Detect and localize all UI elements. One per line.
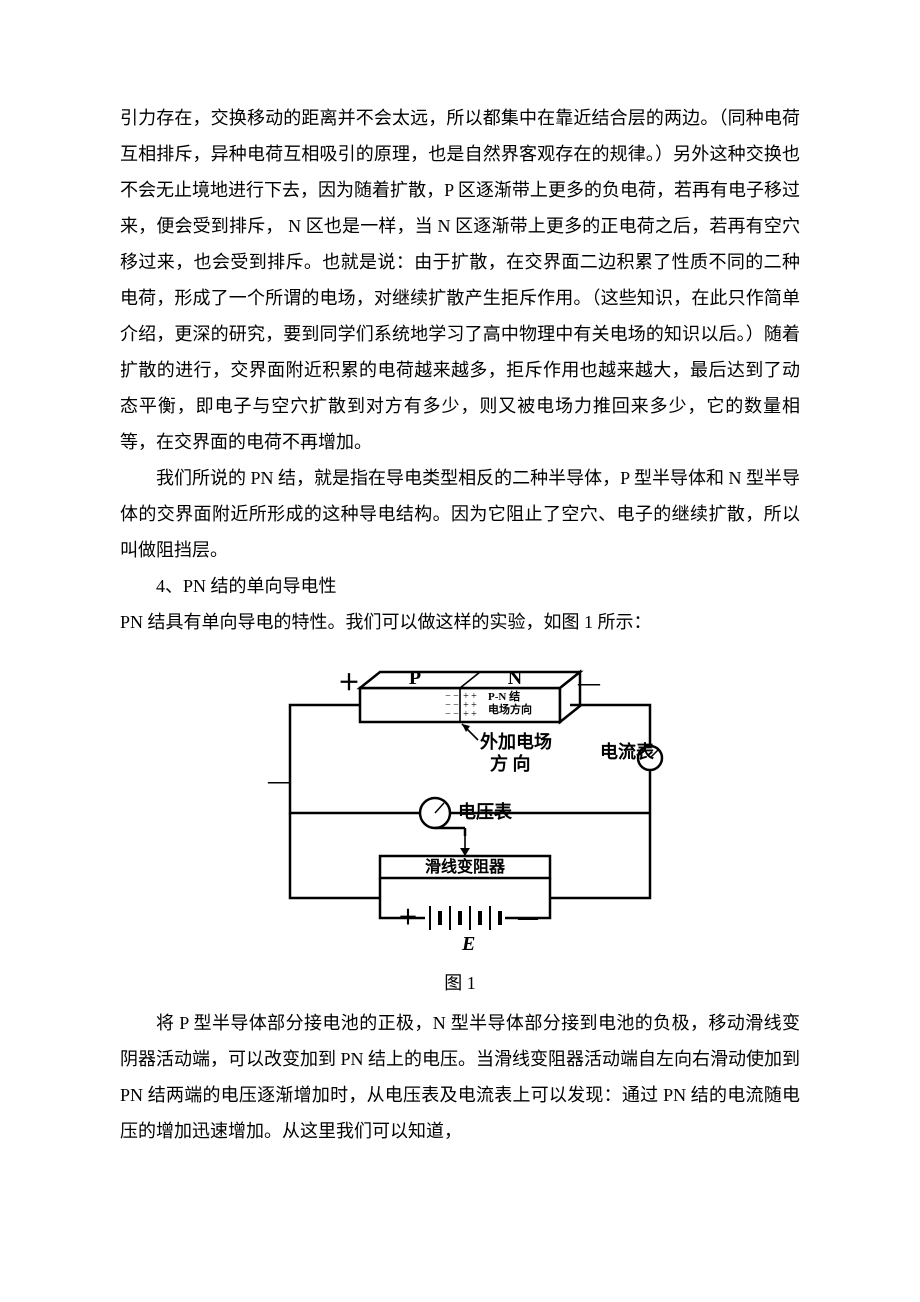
svg-text:＋: ＋ xyxy=(398,907,418,929)
figure-1-caption: 图 1 xyxy=(120,969,800,995)
document-page: 引力存在，交换移动的距离并不会太远，所以都集中在靠近结合层的两边。（同种电荷互相… xyxy=(0,0,920,1209)
svg-text:方 向: 方 向 xyxy=(490,753,531,774)
svg-text:P-N 结: P-N 结 xyxy=(488,689,520,703)
svg-text:−: − xyxy=(445,709,451,720)
svg-text:+: + xyxy=(471,709,477,720)
svg-text:—: — xyxy=(577,670,601,695)
svg-text:外加电场: 外加电场 xyxy=(480,731,552,752)
paragraph-2: 我们所说的 PN 结，就是指在导电类型相反的二种半导体，P 型半导体和 N 型半… xyxy=(120,460,800,568)
svg-text:−: − xyxy=(453,709,459,720)
paragraph-4: PN 结具有单向导电的特性。我们可以做这样的实验，如图 1 所示： xyxy=(120,604,800,640)
figure-1: PN−−++−−++−−++P-N 结电场方向＋—电流表外加电场方 向电压表—滑… xyxy=(120,658,800,963)
section-heading-4: 4、PN 结的单向导电性 xyxy=(120,568,800,604)
svg-text:+: + xyxy=(463,709,469,720)
svg-text:—: — xyxy=(267,768,291,793)
svg-text:N: N xyxy=(508,667,523,689)
svg-text:电场方向: 电场方向 xyxy=(488,702,532,716)
svg-text:P: P xyxy=(409,667,421,689)
svg-text:E: E xyxy=(461,933,475,955)
svg-text:电流表: 电流表 xyxy=(600,741,655,762)
paragraph-5: 将 P 型半导体部分接电池的正极，N 型半导体部分接到电池的负极，移动滑线变阴器… xyxy=(120,1005,800,1149)
svg-text:电压表: 电压表 xyxy=(458,801,513,822)
paragraph-1: 引力存在，交换移动的距离并不会太远，所以都集中在靠近结合层的两边。（同种电荷互相… xyxy=(120,100,800,460)
svg-text:—: — xyxy=(517,907,539,929)
svg-text:滑线变阻器: 滑线变阻器 xyxy=(425,857,506,876)
svg-text:＋: ＋ xyxy=(338,670,360,695)
circuit-diagram: PN−−++−−++−−++P-N 结电场方向＋—电流表外加电场方 向电压表—滑… xyxy=(230,658,690,958)
